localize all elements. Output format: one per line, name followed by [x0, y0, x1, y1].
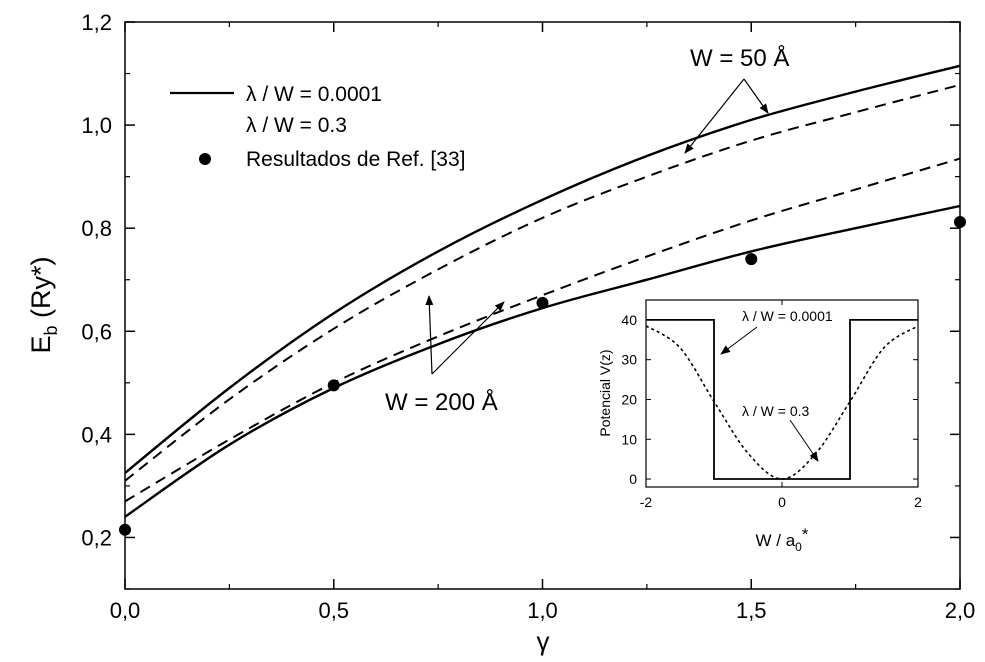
- inset-background: [646, 300, 918, 487]
- annotation-w200: W = 200 Å: [385, 388, 498, 416]
- inset-y-tick-label-0: 0: [629, 471, 637, 487]
- inset-x-axis-label-sub: 0: [795, 540, 802, 554]
- inset-label-solid: λ / W = 0.0001: [742, 308, 833, 324]
- annotation-w200-arrow-2: [431, 301, 505, 375]
- ref-data-point-2: [536, 296, 549, 309]
- x-tick-label-4: 2,0: [945, 598, 976, 623]
- annotation-w50-arrow-2: [743, 78, 769, 114]
- inset-label-dotted: λ / W = 0.3: [742, 403, 810, 419]
- inset-x-tick-label-0: -2: [640, 494, 653, 510]
- legend-marker-swatch: [199, 153, 211, 165]
- y-tick-label-2: 0,6: [81, 319, 112, 344]
- ref-data-point-4: [954, 215, 966, 228]
- series-w50-dashed-line: [124, 83, 961, 482]
- inset-x-tick-label-1: 0: [778, 494, 786, 510]
- inset-y-tick-label-2: 20: [621, 391, 637, 407]
- inset-label-solid-arrow: [720, 326, 758, 355]
- y-tick-label-4: 1,0: [81, 113, 112, 138]
- inset-x-axis-label: W / a0*: [756, 525, 809, 554]
- y-axis-label-rest: (Ry*): [26, 256, 56, 325]
- inset-series-dotted-line: [645, 325, 919, 480]
- ref-data-point-1: [327, 379, 340, 392]
- inset-y-tick-label-1: 10: [621, 431, 637, 447]
- x-tick-label-1: 0,5: [318, 598, 349, 623]
- legend: λ / W = 0.0001 λ / W = 0.3 Resultados de…: [170, 83, 465, 171]
- inset-y-tick-label-4: 40: [621, 312, 637, 328]
- y-tick-label-3: 0,8: [81, 216, 112, 241]
- y-axis-label: Eb (Ry*): [26, 256, 61, 353]
- legend-label-dashed: λ / W = 0.3: [246, 114, 347, 137]
- y-axis-label-main: E: [26, 336, 56, 354]
- inset-series-group: [645, 319, 919, 480]
- inset-y-axis-label: Potencial V(z): [597, 349, 613, 436]
- x-axis-label: γ: [537, 626, 550, 656]
- inset-y-tick-label-3: 30: [621, 352, 637, 368]
- annotation-w50: W = 50 Å: [690, 44, 789, 72]
- ref-data-point-3: [745, 253, 758, 266]
- legend-label-solid: λ / W = 0.0001: [246, 83, 382, 106]
- main-axes-ticks: 0,0 0,5 1,0 1,5 2,0 0,2 0,4 0,6 0,8 1,0 1,2: [81, 10, 975, 623]
- y-tick-label-5: 1,2: [81, 10, 112, 35]
- x-tick-label-0: 0,0: [110, 598, 141, 623]
- inset-x-tick-label-2: 2: [914, 494, 922, 510]
- y-axis-label-sub: b: [41, 325, 61, 335]
- legend-label-marker: Resultados de Ref. [33]: [246, 148, 465, 171]
- main-series-group: [119, 64, 966, 536]
- annotation-w50-arrow-1: [684, 78, 745, 154]
- ref-data-point-0: [119, 523, 131, 536]
- series-w50-solid-line: [124, 64, 961, 474]
- x-tick-label-2: 1,0: [527, 598, 558, 623]
- x-tick-label-3: 1,5: [736, 598, 767, 623]
- series-w200-dashed-line: [124, 157, 961, 503]
- annotation-w200-arrow-1: [425, 295, 434, 375]
- inset-x-axis-label-main: W / a: [756, 531, 796, 550]
- y-tick-label-0: 0,2: [81, 525, 112, 550]
- y-tick-label-1: 0,4: [81, 422, 112, 447]
- inset-label-dotted-arrow: [789, 419, 819, 462]
- inset-x-axis-label-sup: *: [802, 525, 809, 544]
